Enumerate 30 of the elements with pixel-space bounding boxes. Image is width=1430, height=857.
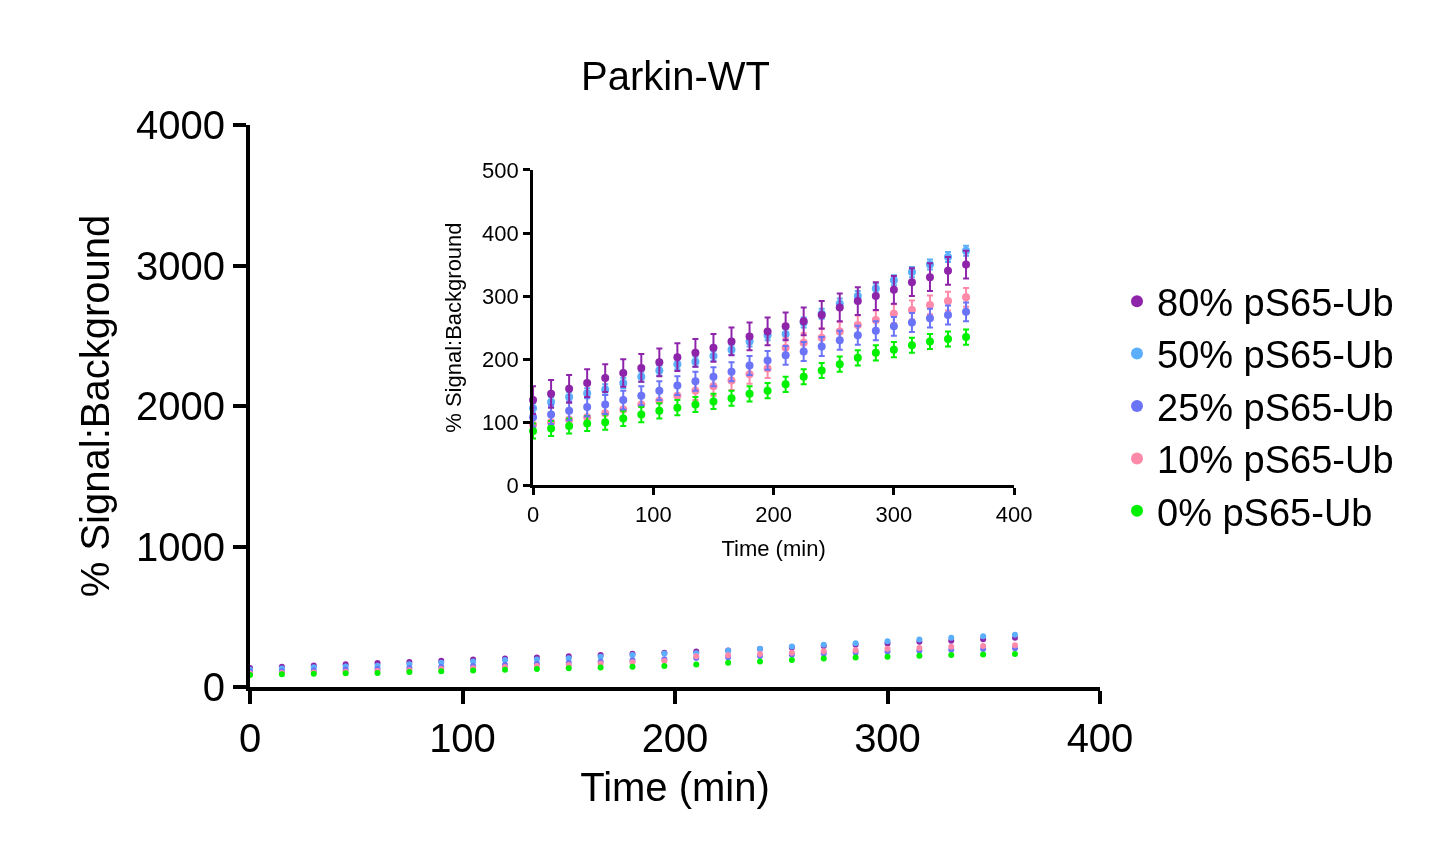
legend-label: 0% pS65-Ub	[1157, 491, 1373, 534]
x-tick-label: 200	[641, 716, 709, 760]
y-tick-label: 400	[481, 220, 519, 246]
chart-title: Parkin-WT	[581, 54, 770, 98]
y-tick-label: 100	[481, 409, 519, 435]
y-axis-title: % Signal:Background	[440, 222, 466, 433]
x-tick-label: 400	[1066, 716, 1134, 760]
y-tick-label: 300	[481, 283, 519, 309]
x-axis-title: Time (min)	[580, 765, 770, 809]
legend-label: 80% pS65-Ub	[1157, 282, 1394, 325]
x-tick-label: 0	[238, 716, 262, 760]
y-tick-label: 500	[481, 157, 519, 183]
x-tick-label: 400	[995, 501, 1033, 527]
legend-label: 50% pS65-Ub	[1157, 334, 1394, 377]
x-axis-title: Time (min)	[721, 535, 826, 561]
x-tick-label: 0	[526, 501, 540, 527]
y-tick-label: 0	[202, 665, 225, 709]
y-tick-label: 3000	[136, 243, 225, 288]
x-tick-label: 300	[854, 716, 921, 760]
y-tick-label: 1000	[136, 524, 225, 569]
y-tick-label: 2000	[136, 384, 225, 428]
y-tick-label: 0	[506, 472, 519, 498]
legend-label: 25% pS65-Ub	[1157, 386, 1394, 429]
x-tick-label: 200	[755, 501, 792, 527]
x-tick-label: 300	[875, 501, 913, 527]
x-tick-label: 100	[634, 501, 672, 527]
y-tick-label: 4000	[136, 103, 225, 147]
y-tick-label: 200	[481, 346, 519, 372]
y-axis-title: % Signal:Background	[73, 214, 118, 598]
legend-label: 10% pS65-Ub	[1157, 439, 1394, 482]
